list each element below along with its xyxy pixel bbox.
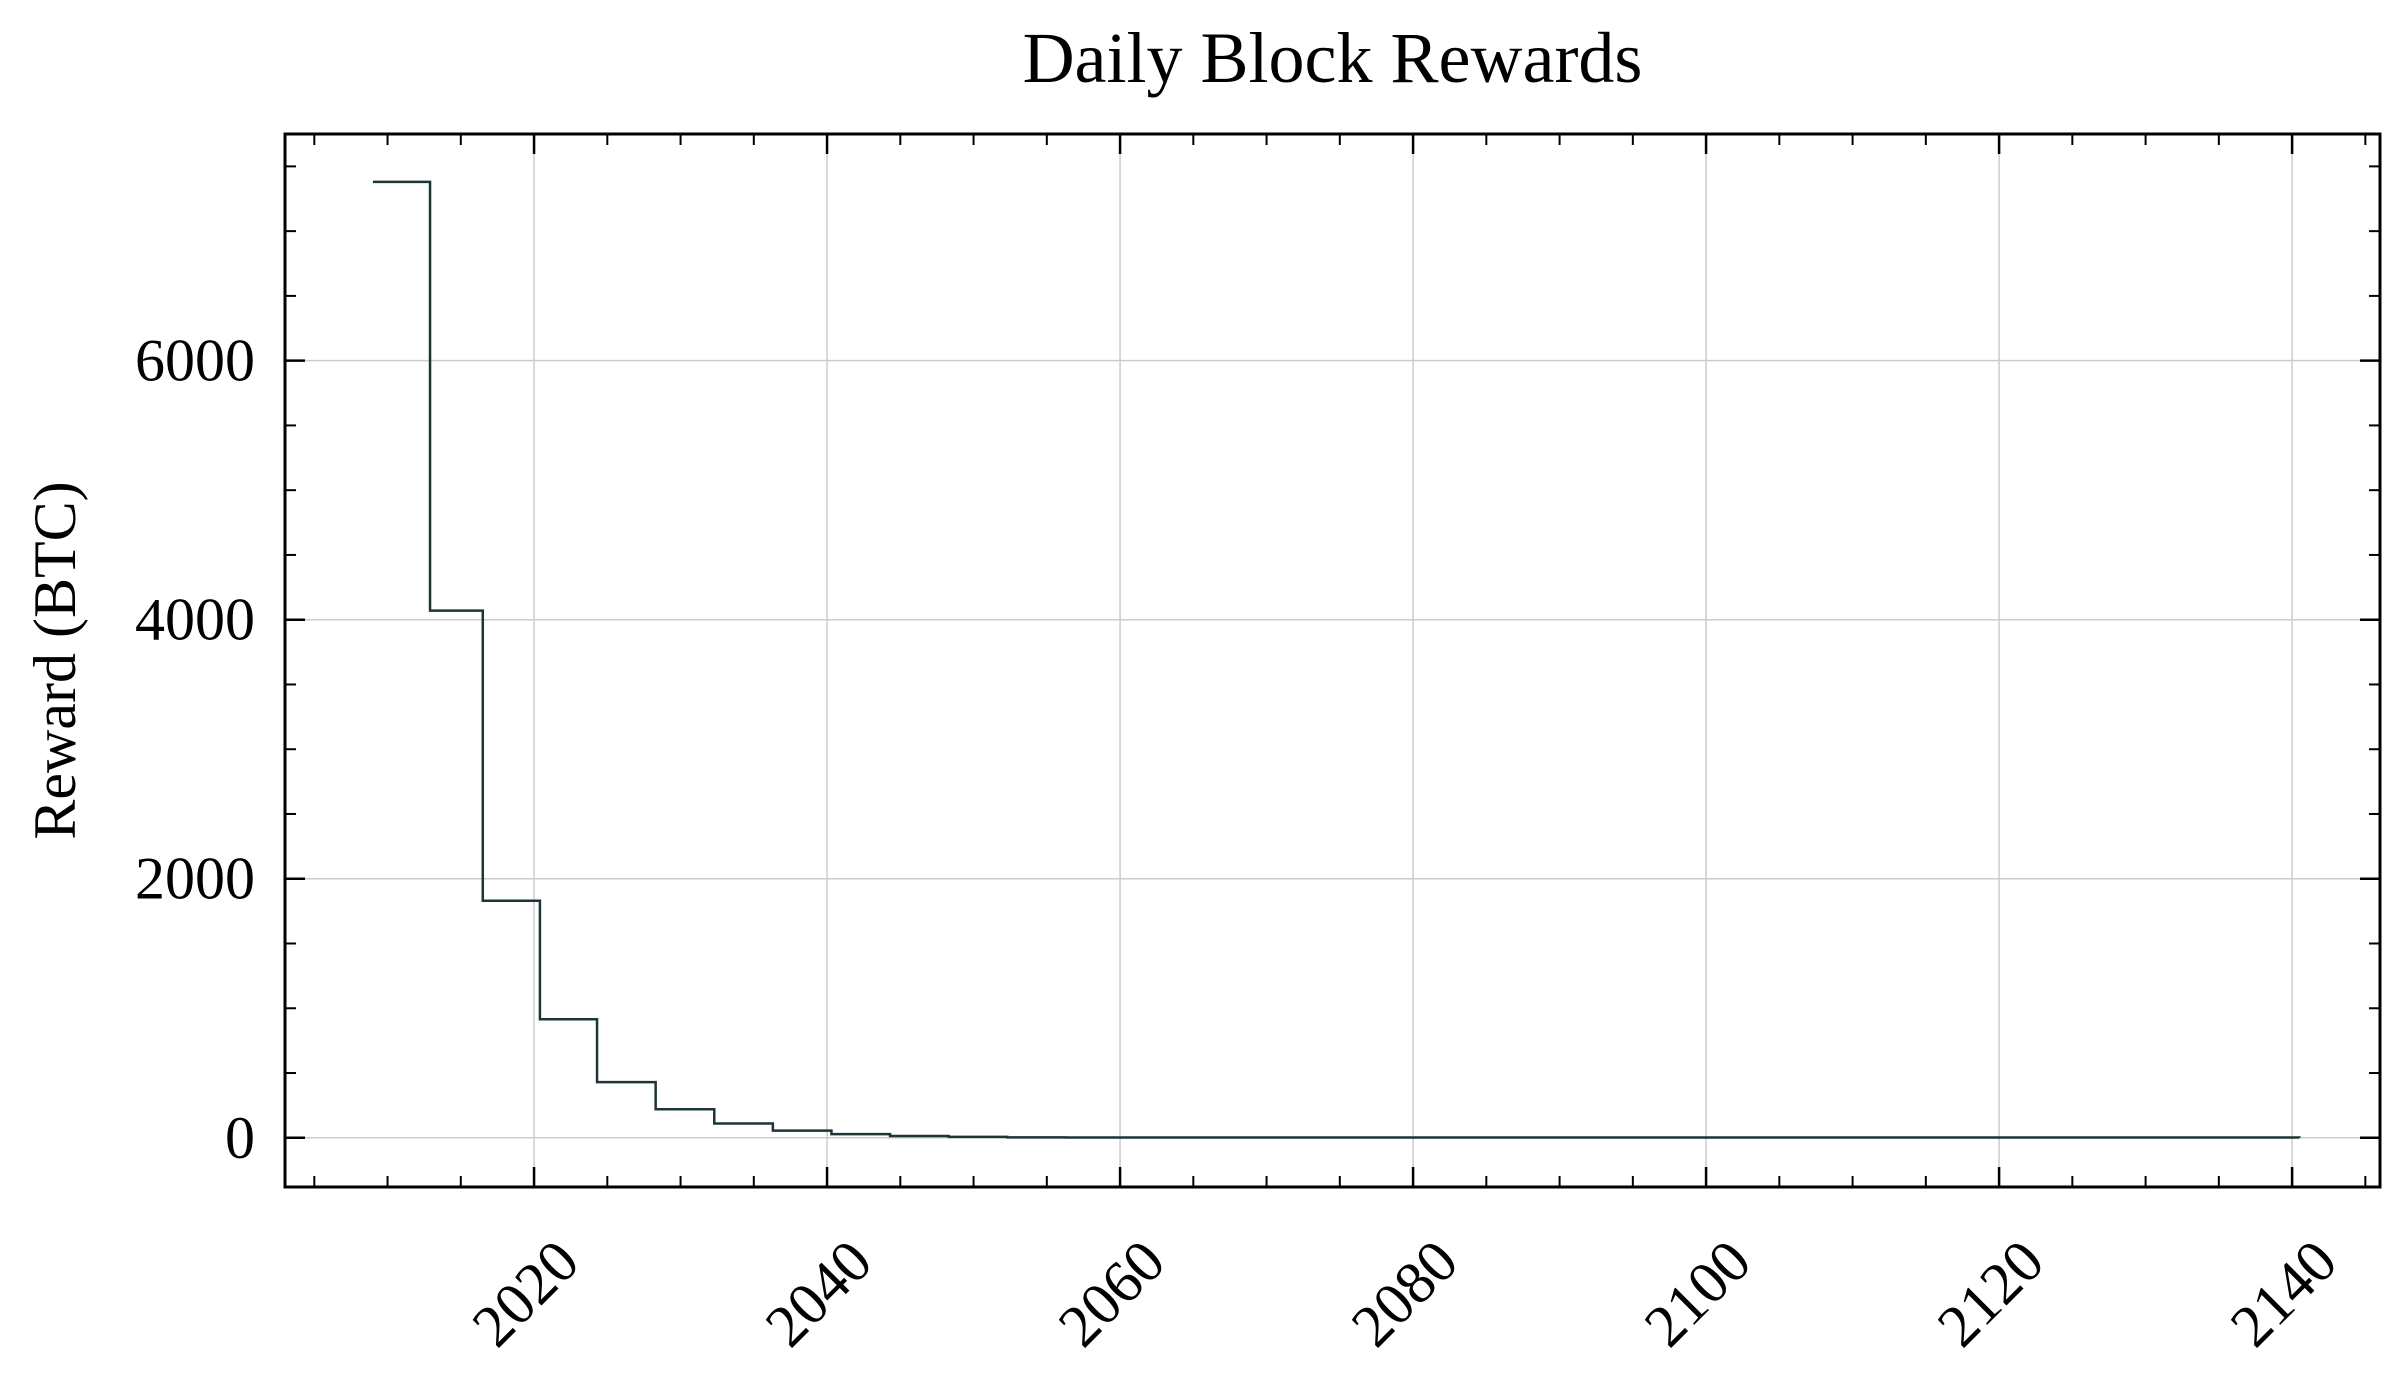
y-axis-label: Reward (BTC): [22, 481, 88, 839]
y-tick-label: 4000: [135, 587, 255, 653]
x-tick-label: 2060: [1046, 1228, 1178, 1360]
x-tick-label: 2140: [2218, 1228, 2350, 1360]
x-tick-labels: 2020 2040 2060 2080 2100 2120 2140: [460, 1228, 2350, 1360]
y-tick-label: 0: [225, 1105, 255, 1171]
series-layer: [372, 180, 2301, 1139]
x-tick-label: 2020: [460, 1228, 592, 1360]
y-tick-label: 2000: [135, 846, 255, 912]
y-tick-labels: 0 2000 4000 6000: [135, 328, 255, 1171]
x-tick-label: 2100: [1632, 1228, 1764, 1360]
x-tick-label: 2040: [753, 1228, 885, 1360]
chart-title: Daily Block Rewards: [1023, 18, 1643, 98]
grid: [285, 134, 2380, 1187]
major-ticks: [285, 134, 2380, 1187]
plot-frame: [283, 132, 2382, 1189]
minor-ticks: [285, 134, 2380, 1187]
x-tick-label: 2080: [1339, 1228, 1471, 1360]
x-tick-label: 2120: [1925, 1228, 2057, 1360]
y-tick-label: 6000: [135, 328, 255, 394]
series-line: [372, 180, 2301, 1139]
